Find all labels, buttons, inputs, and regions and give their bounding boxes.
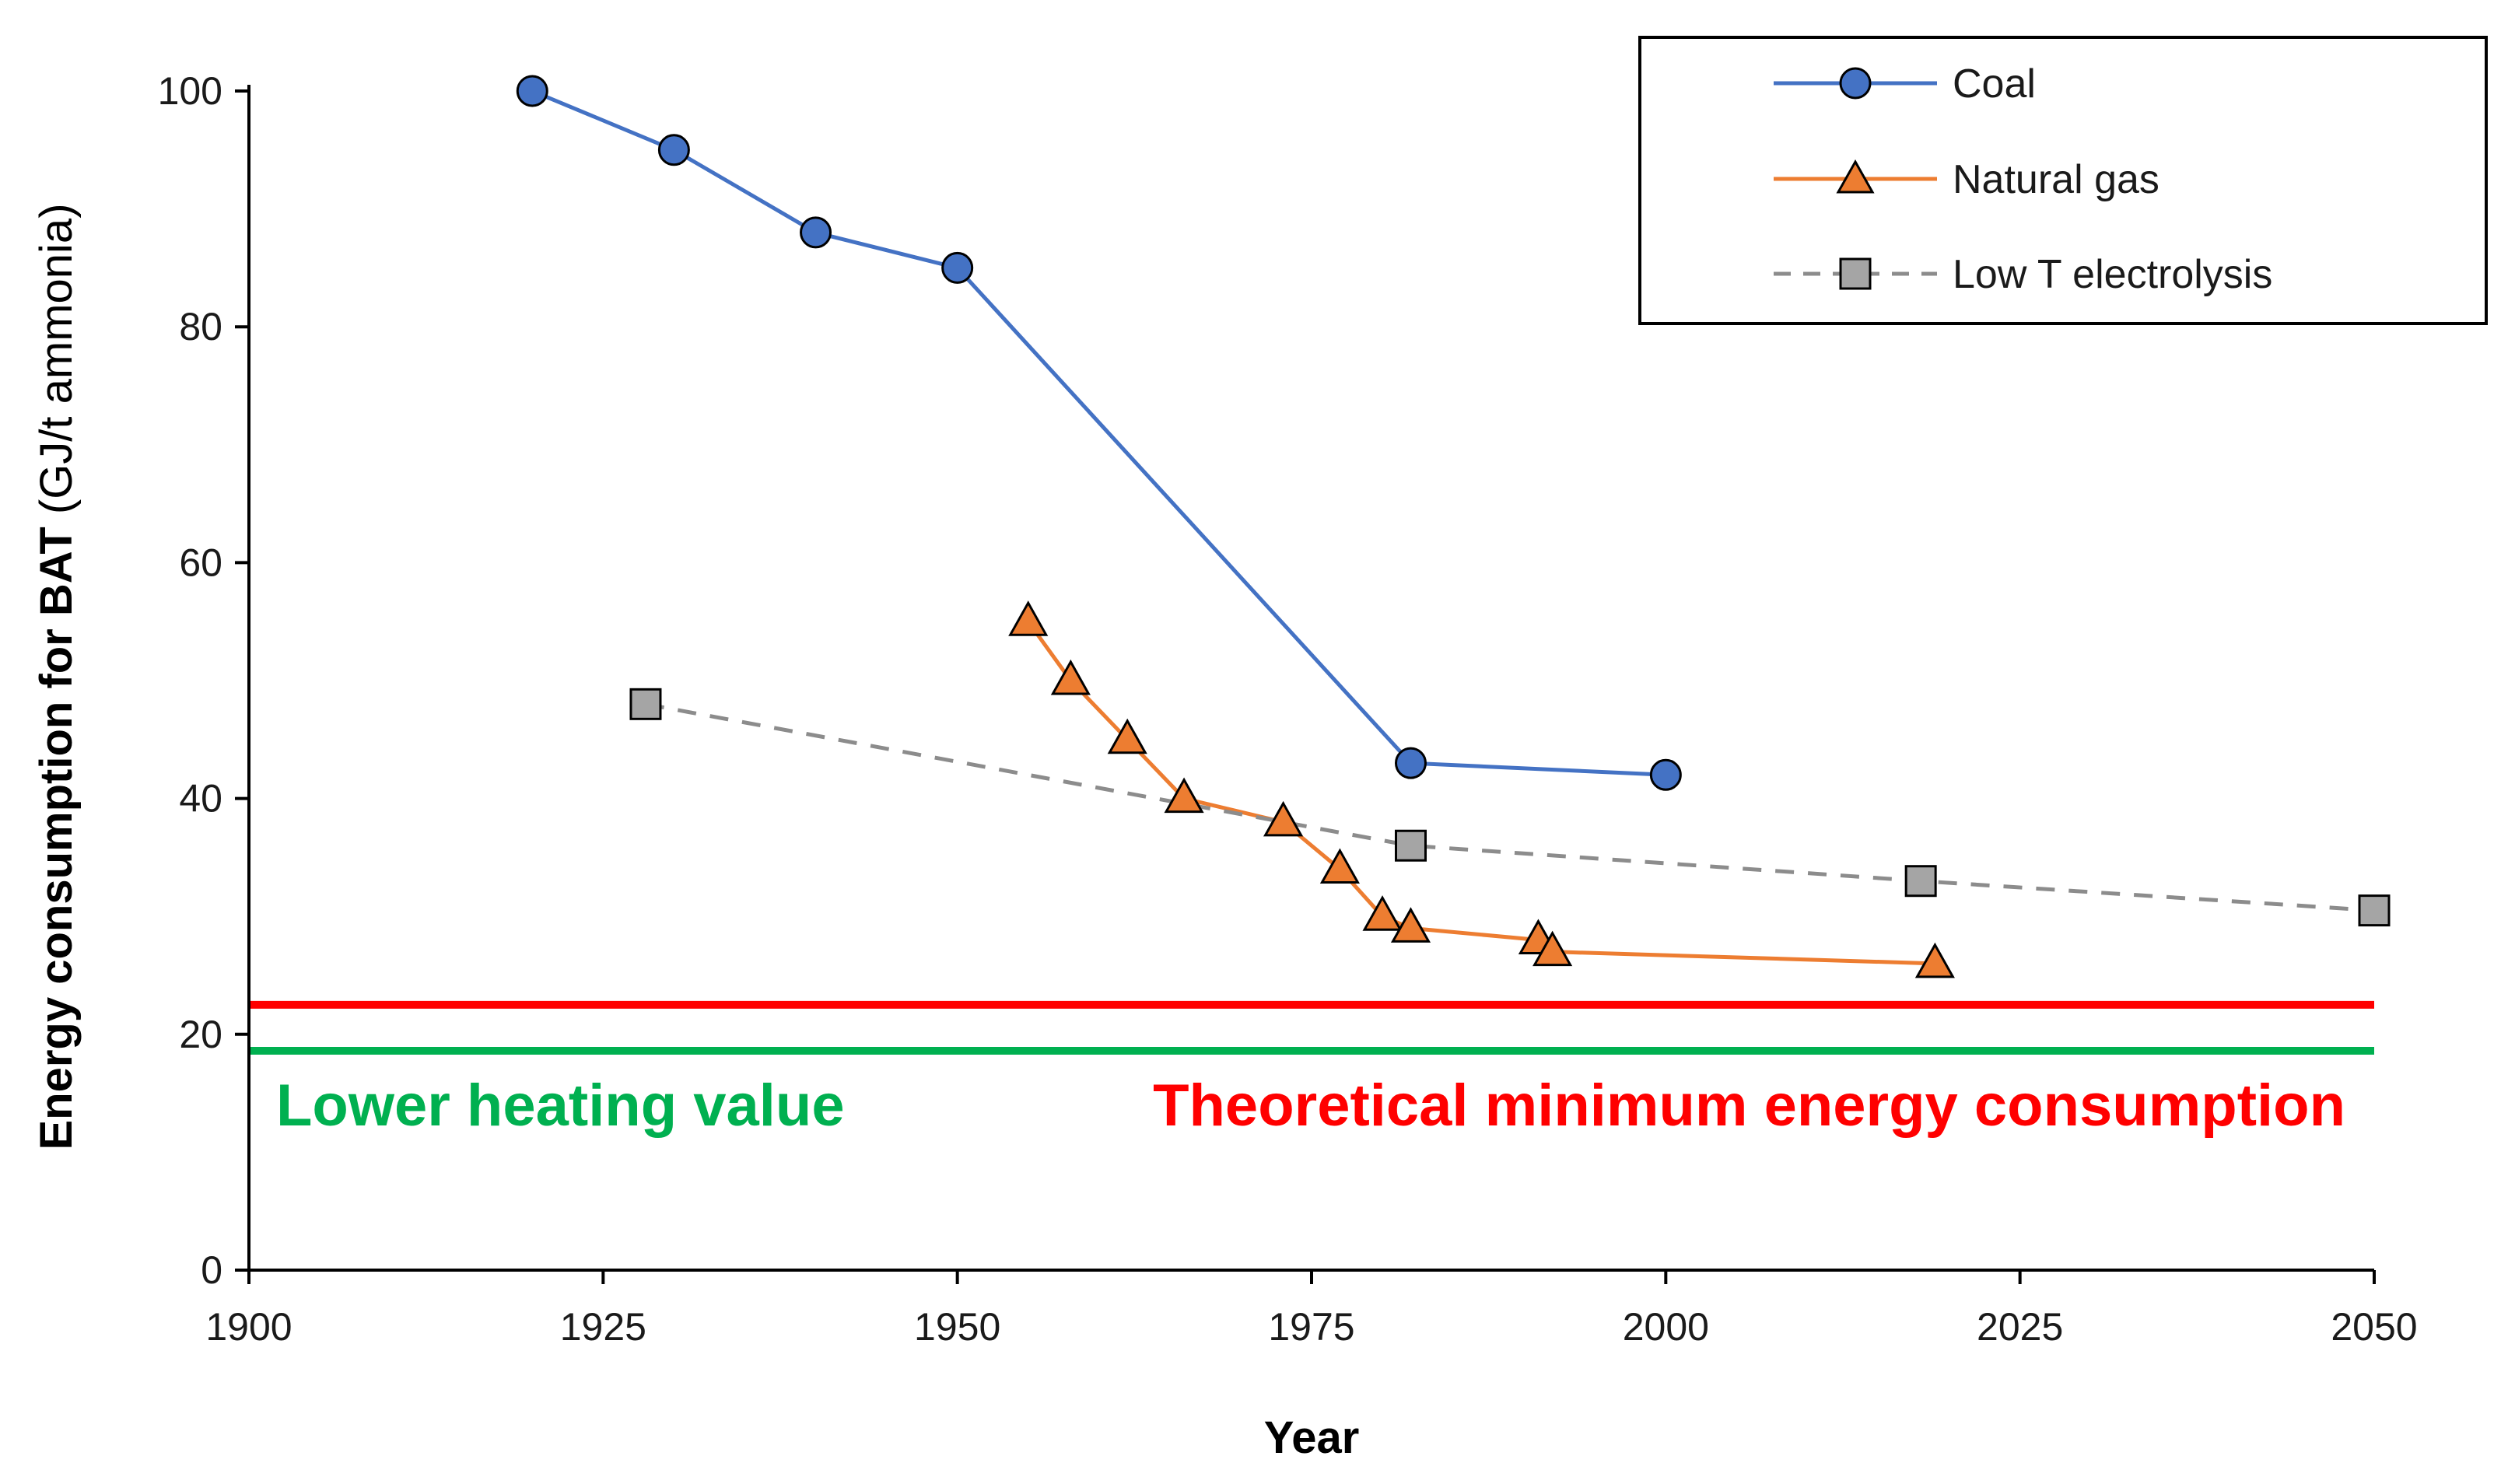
data-point-low-t-electrolysis — [1394, 829, 1427, 862]
legend-marker-natural-gas — [1836, 159, 1875, 194]
legend-label-low-t-electrolysis: Low T electrolysis — [1953, 252, 2272, 297]
data-point-natural-gas — [1319, 848, 1360, 884]
y-tick-label-80: 80 — [179, 305, 222, 348]
x-tick-label-1925: 1925 — [560, 1305, 646, 1349]
x-tick-label-2025: 2025 — [1977, 1305, 2063, 1349]
x-tick-label-2050: 2050 — [2331, 1305, 2417, 1349]
x-tick-label-2000: 2000 — [1623, 1305, 1709, 1349]
legend-item-natural-gas: Natural gas — [1774, 157, 2159, 202]
series-line-coal — [531, 89, 1666, 777]
data-point-natural-gas — [1263, 800, 1304, 837]
data-point-coal — [516, 75, 548, 107]
data-point-low-t-electrolysis — [1904, 865, 1937, 898]
reference-lines — [249, 1000, 2374, 1055]
data-point-low-t-electrolysis — [629, 688, 662, 720]
series-line-low-t-electrolysis — [645, 702, 2375, 913]
y-tick-label-40: 40 — [179, 777, 222, 821]
y-axis-title-units: (GJ/t ammonia) — [31, 203, 82, 527]
data-point-natural-gas — [1008, 600, 1049, 636]
annotation-theoretical-minimum: Theoretical minimum energy consumption — [1153, 1073, 2345, 1139]
x-axis-title: Year — [1264, 1412, 1360, 1463]
y-axis-title: Energy consumption for BAT (GJ/t ammonia… — [31, 203, 82, 1150]
data-point-natural-gas — [1050, 659, 1091, 695]
y-tick-label-0: 0 — [201, 1248, 222, 1292]
series-layer — [516, 75, 2391, 978]
x-tick-label-1950: 1950 — [914, 1305, 1000, 1349]
legend-item-low-t-electrolysis: Low T electrolysis — [1774, 252, 2272, 297]
legend-label-natural-gas: Natural gas — [1953, 157, 2159, 202]
data-point-natural-gas — [1107, 718, 1147, 754]
legend-marker-low-t-electrolysis — [1839, 257, 1872, 290]
data-point-coal — [657, 134, 690, 166]
y-tick-label-60: 60 — [179, 541, 222, 584]
y-tick-label-20: 20 — [179, 1013, 222, 1056]
data-point-low-t-electrolysis — [2358, 894, 2391, 927]
legend: Coal Natural gas Low T electrolysis — [1638, 36, 2488, 325]
data-point-natural-gas — [1532, 930, 1573, 967]
legend-marker-coal — [1839, 67, 1872, 100]
axes: 0 20 40 60 80 100 1900 1925 1950 1975 2000 2025 2050 — [158, 69, 2418, 1349]
legend-item-coal: Coal — [1774, 61, 2036, 107]
y-tick-label-100: 100 — [158, 69, 222, 113]
data-point-coal — [941, 251, 974, 284]
series-line-natural-gas — [1026, 620, 1935, 966]
data-point-natural-gas — [1164, 777, 1204, 814]
legend-label-coal: Coal — [1953, 61, 2036, 107]
data-point-coal — [800, 216, 832, 249]
annotation-lower-heating-value: Lower heating value — [276, 1073, 845, 1139]
data-point-coal — [1649, 758, 1682, 791]
data-point-natural-gas — [1390, 907, 1431, 943]
data-point-natural-gas — [1362, 895, 1403, 931]
x-tick-label-1900: 1900 — [205, 1305, 292, 1349]
x-tick-label-1975: 1975 — [1268, 1305, 1354, 1349]
data-point-coal — [1394, 747, 1427, 779]
y-axis-title-bold: Energy consumption for BAT — [31, 527, 82, 1150]
data-point-natural-gas — [1914, 942, 1955, 978]
